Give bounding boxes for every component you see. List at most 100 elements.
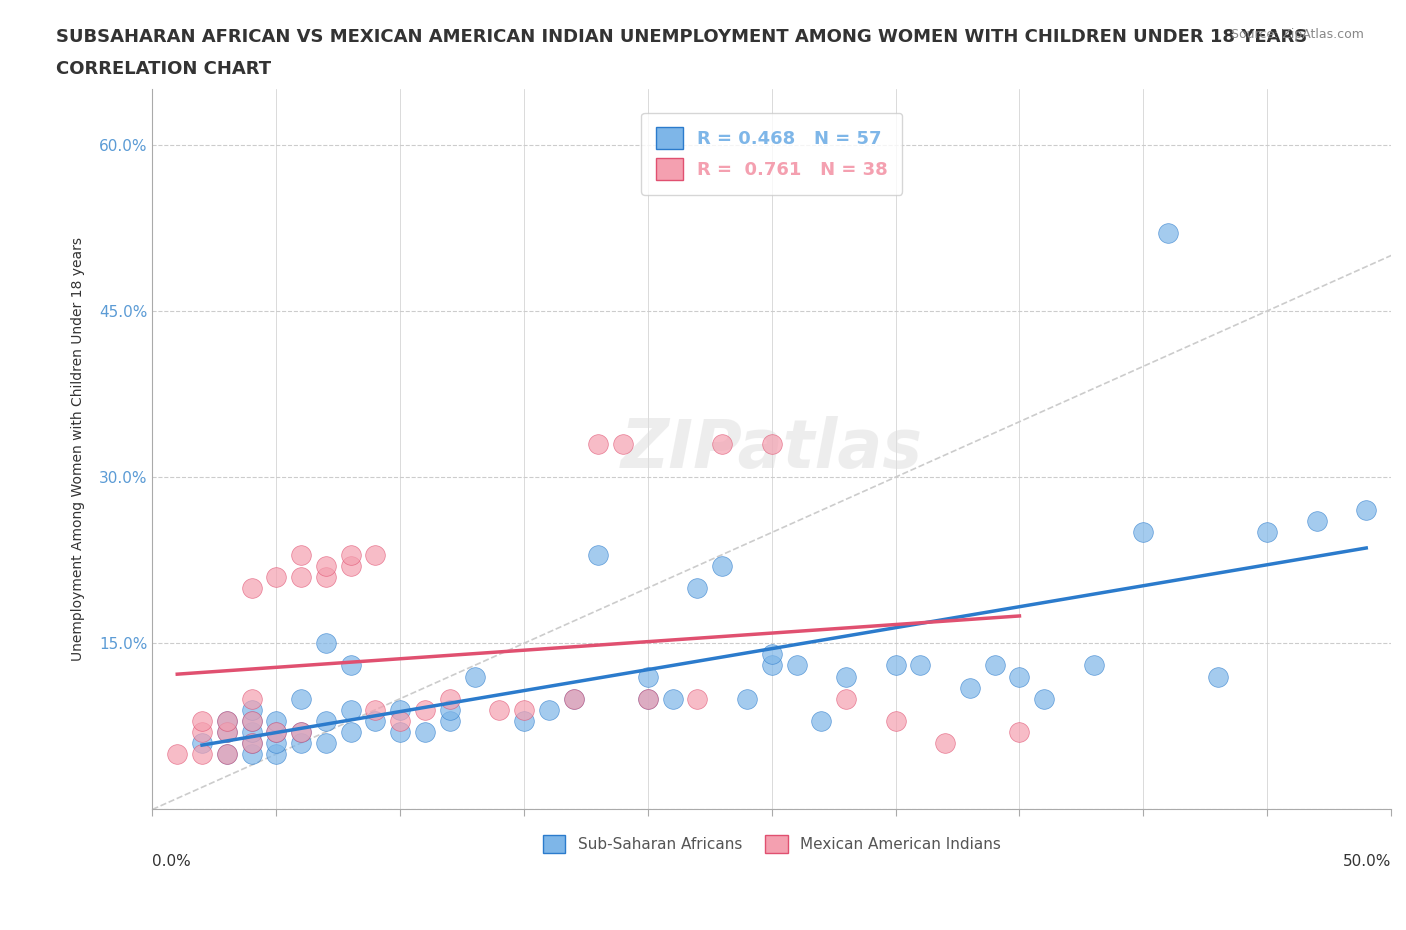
Text: ZIPatlas: ZIPatlas xyxy=(620,417,922,483)
Point xyxy=(290,569,312,584)
Point xyxy=(413,724,436,739)
Point xyxy=(240,736,263,751)
Point xyxy=(191,724,214,739)
Point xyxy=(1355,503,1378,518)
Point xyxy=(513,702,536,717)
Point xyxy=(240,702,263,717)
Point xyxy=(463,669,485,684)
Point xyxy=(389,713,412,728)
Point xyxy=(339,702,361,717)
Point xyxy=(562,691,585,706)
Point xyxy=(240,747,263,762)
Point xyxy=(364,702,387,717)
Point xyxy=(215,747,238,762)
Point xyxy=(488,702,510,717)
Point xyxy=(290,724,312,739)
Point xyxy=(1206,669,1229,684)
Point xyxy=(439,702,461,717)
Point xyxy=(1305,514,1327,529)
Point xyxy=(290,547,312,562)
Point xyxy=(835,691,858,706)
Point xyxy=(588,547,610,562)
Point xyxy=(686,580,709,595)
Point xyxy=(761,647,783,662)
Point xyxy=(240,736,263,751)
Point xyxy=(290,724,312,739)
Point xyxy=(191,736,214,751)
Point xyxy=(934,736,956,751)
Point xyxy=(884,658,907,673)
Text: Source: ZipAtlas.com: Source: ZipAtlas.com xyxy=(1230,28,1364,41)
Point xyxy=(1157,226,1180,241)
Point xyxy=(240,713,263,728)
Point xyxy=(735,691,758,706)
Point xyxy=(339,724,361,739)
Text: CORRELATION CHART: CORRELATION CHART xyxy=(56,60,271,78)
Point xyxy=(215,713,238,728)
Point xyxy=(339,658,361,673)
Point xyxy=(215,747,238,762)
Point xyxy=(1132,525,1154,540)
Point xyxy=(884,713,907,728)
Point xyxy=(339,558,361,573)
Text: SUBSAHARAN AFRICAN VS MEXICAN AMERICAN INDIAN UNEMPLOYMENT AMONG WOMEN WITH CHIL: SUBSAHARAN AFRICAN VS MEXICAN AMERICAN I… xyxy=(56,28,1308,46)
Point xyxy=(240,713,263,728)
Point xyxy=(266,747,288,762)
Point xyxy=(439,713,461,728)
Point xyxy=(266,724,288,739)
Point xyxy=(215,724,238,739)
Point xyxy=(364,547,387,562)
Text: 0.0%: 0.0% xyxy=(152,854,191,869)
Point xyxy=(588,436,610,451)
Legend: Sub-Saharan Africans, Mexican American Indians: Sub-Saharan Africans, Mexican American I… xyxy=(537,829,1007,859)
Point xyxy=(983,658,1005,673)
Point xyxy=(290,736,312,751)
Point xyxy=(537,702,560,717)
Point xyxy=(959,680,981,695)
Point xyxy=(240,580,263,595)
Point xyxy=(835,669,858,684)
Point xyxy=(810,713,832,728)
Point xyxy=(266,724,288,739)
Point xyxy=(786,658,808,673)
Text: 50.0%: 50.0% xyxy=(1343,854,1391,869)
Point xyxy=(364,713,387,728)
Point xyxy=(240,724,263,739)
Point xyxy=(637,691,659,706)
Point xyxy=(166,747,188,762)
Point xyxy=(513,713,536,728)
Point xyxy=(637,691,659,706)
Point xyxy=(711,436,734,451)
Point xyxy=(562,691,585,706)
Point xyxy=(711,558,734,573)
Point xyxy=(315,713,337,728)
Point xyxy=(389,702,412,717)
Point xyxy=(191,713,214,728)
Point xyxy=(686,691,709,706)
Point xyxy=(240,691,263,706)
Point xyxy=(266,736,288,751)
Point xyxy=(1008,669,1031,684)
Point xyxy=(910,658,932,673)
Point xyxy=(215,713,238,728)
Point xyxy=(1256,525,1278,540)
Point xyxy=(266,569,288,584)
Y-axis label: Unemployment Among Women with Children Under 18 years: Unemployment Among Women with Children U… xyxy=(72,237,86,661)
Point xyxy=(315,569,337,584)
Point xyxy=(612,436,634,451)
Point xyxy=(290,691,312,706)
Point xyxy=(215,724,238,739)
Point xyxy=(1083,658,1105,673)
Point xyxy=(439,691,461,706)
Point xyxy=(315,736,337,751)
Point xyxy=(315,636,337,651)
Point xyxy=(1033,691,1056,706)
Point xyxy=(389,724,412,739)
Point xyxy=(761,658,783,673)
Point xyxy=(413,702,436,717)
Point xyxy=(191,747,214,762)
Point xyxy=(266,713,288,728)
Point xyxy=(1008,724,1031,739)
Point xyxy=(761,436,783,451)
Point xyxy=(315,558,337,573)
